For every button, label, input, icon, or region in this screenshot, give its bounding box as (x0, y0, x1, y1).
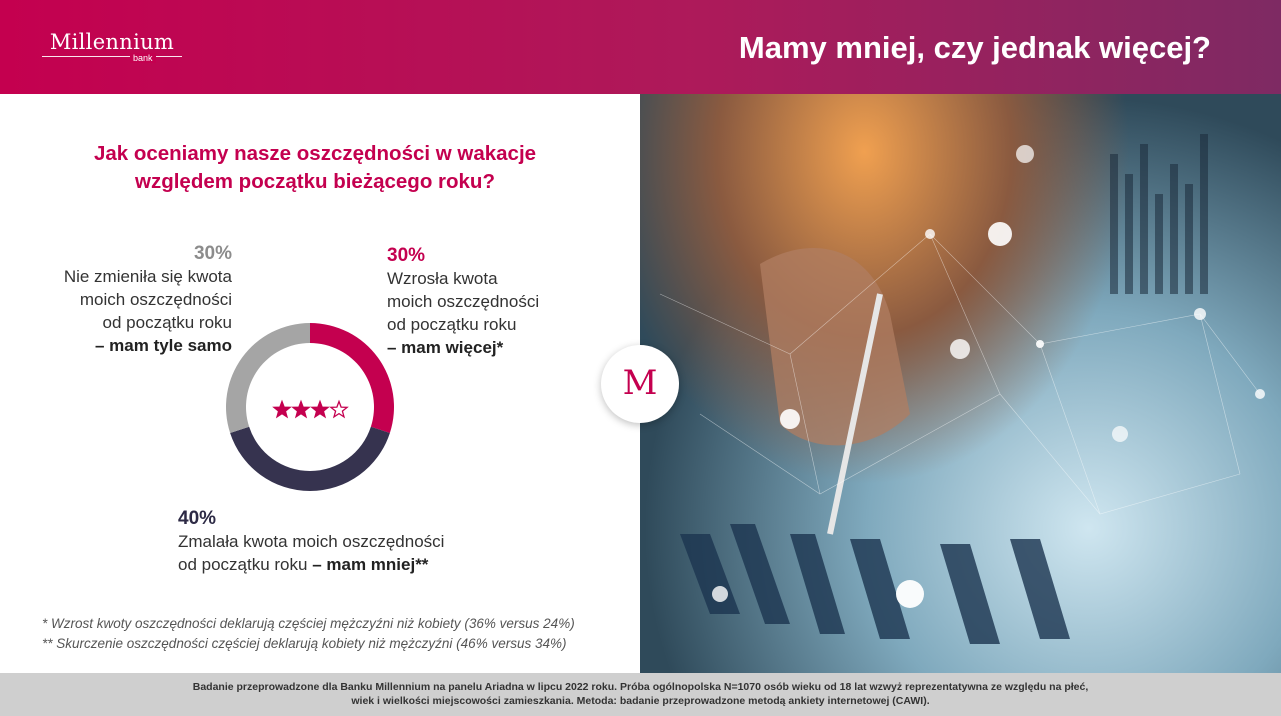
network-node (1016, 145, 1034, 163)
network-node (950, 339, 970, 359)
question-heading: Jak oceniamy nasze oszczędności w wakacj… (30, 140, 600, 196)
donut-chart (226, 323, 394, 491)
photo-shard (940, 544, 1000, 644)
text-less-2a: od początku roku (178, 555, 308, 574)
footnote-2: ** Skurczenie oszczędności częściej dekl… (42, 636, 567, 651)
star-filled-icon (291, 399, 311, 419)
photo-shard (680, 534, 740, 614)
logo-name: Millennium (49, 30, 175, 54)
page-title: Mamy mniej, czy jednak więcej? (738, 30, 1211, 65)
pen-shape (827, 293, 883, 535)
m-logo-icon: M (622, 363, 658, 403)
pct-same: 30% (193, 243, 232, 264)
hand-shape (760, 248, 910, 446)
label-same: 30% Nie zmieniła się kwota moich oszczęd… (20, 242, 232, 357)
photo-graphic (659, 134, 1265, 644)
photo-bar (1125, 174, 1133, 294)
text-more-3: od początku roku (387, 315, 517, 334)
text-less-strong: – mam mniej** (312, 555, 429, 574)
network-node (780, 409, 800, 429)
footer-line-2: wiek i wielkości miejscowości zamieszkan… (351, 695, 930, 707)
photo-bar (1155, 194, 1163, 294)
donut-slice-less (230, 426, 390, 491)
header-bar: Millennium bank Mamy mniej, czy jednak w… (0, 0, 1281, 94)
photo-shard (1010, 539, 1070, 639)
network-node (925, 229, 935, 239)
label-more: 30% Wzrosła kwota moich oszczędności od … (387, 244, 627, 359)
photo-bar (1185, 184, 1193, 294)
text-same-strong: – mam tyle samo (94, 336, 232, 355)
pct-more: 30% (387, 245, 426, 266)
network-node (896, 580, 924, 608)
logo-divider (42, 56, 182, 57)
text-more-strong: – mam więcej* (387, 338, 504, 357)
footnote-1: * Wzrost kwoty oszczędności deklarują cz… (42, 616, 575, 631)
photo-bar (1200, 134, 1208, 294)
star-filled-icon (310, 399, 330, 419)
footnotes: * Wzrost kwoty oszczędności deklarują cz… (42, 614, 632, 654)
question-line-1: Jak oceniamy nasze oszczędności w wakacj… (93, 142, 537, 165)
network-node (712, 586, 728, 602)
photo-shard (850, 539, 910, 639)
network-node (988, 222, 1012, 246)
label-less: 40% Zmalała kwota moich oszczędności od … (178, 507, 498, 576)
photo-bar (1140, 144, 1148, 294)
network-line (789, 233, 1241, 515)
network-node (1112, 426, 1128, 442)
photo-shard (790, 534, 845, 634)
photo-bar (1110, 154, 1118, 294)
donut-slice-more (310, 323, 394, 433)
hero-photo (640, 94, 1281, 673)
network-node (1255, 389, 1265, 399)
star-filled-icon (272, 399, 292, 419)
question-line-2: względem początku bieżącego roku? (135, 170, 495, 193)
network-node (1036, 340, 1044, 348)
network-line (659, 233, 1261, 395)
text-same-1: Nie zmieniła się kwota (63, 267, 232, 286)
photo-bar (1170, 164, 1178, 294)
photo-shard (730, 524, 790, 624)
text-more-1: Wzrosła kwota (387, 269, 498, 288)
footer-line-1: Badanie przeprowadzone dla Banku Millenn… (192, 681, 1089, 693)
star-empty-icon (329, 399, 349, 419)
millennium-logo: Millennium bank (42, 30, 182, 63)
m-badge: M (601, 345, 679, 423)
network-node (1194, 308, 1206, 320)
logo-sub: bank (130, 53, 156, 63)
text-less-1: Zmalała kwota moich oszczędności (178, 532, 445, 551)
footer-methodology: Badanie przeprowadzone dla Banku Millenn… (0, 673, 1281, 716)
pct-less: 40% (178, 508, 217, 529)
text-same-2: moich oszczędności (79, 290, 232, 309)
text-same-3: od początku roku (102, 313, 232, 332)
text-more-2: moich oszczędności (387, 292, 540, 311)
donut-slice-same (226, 323, 310, 433)
text-less-2: od początku roku – mam mniej** (178, 553, 498, 576)
